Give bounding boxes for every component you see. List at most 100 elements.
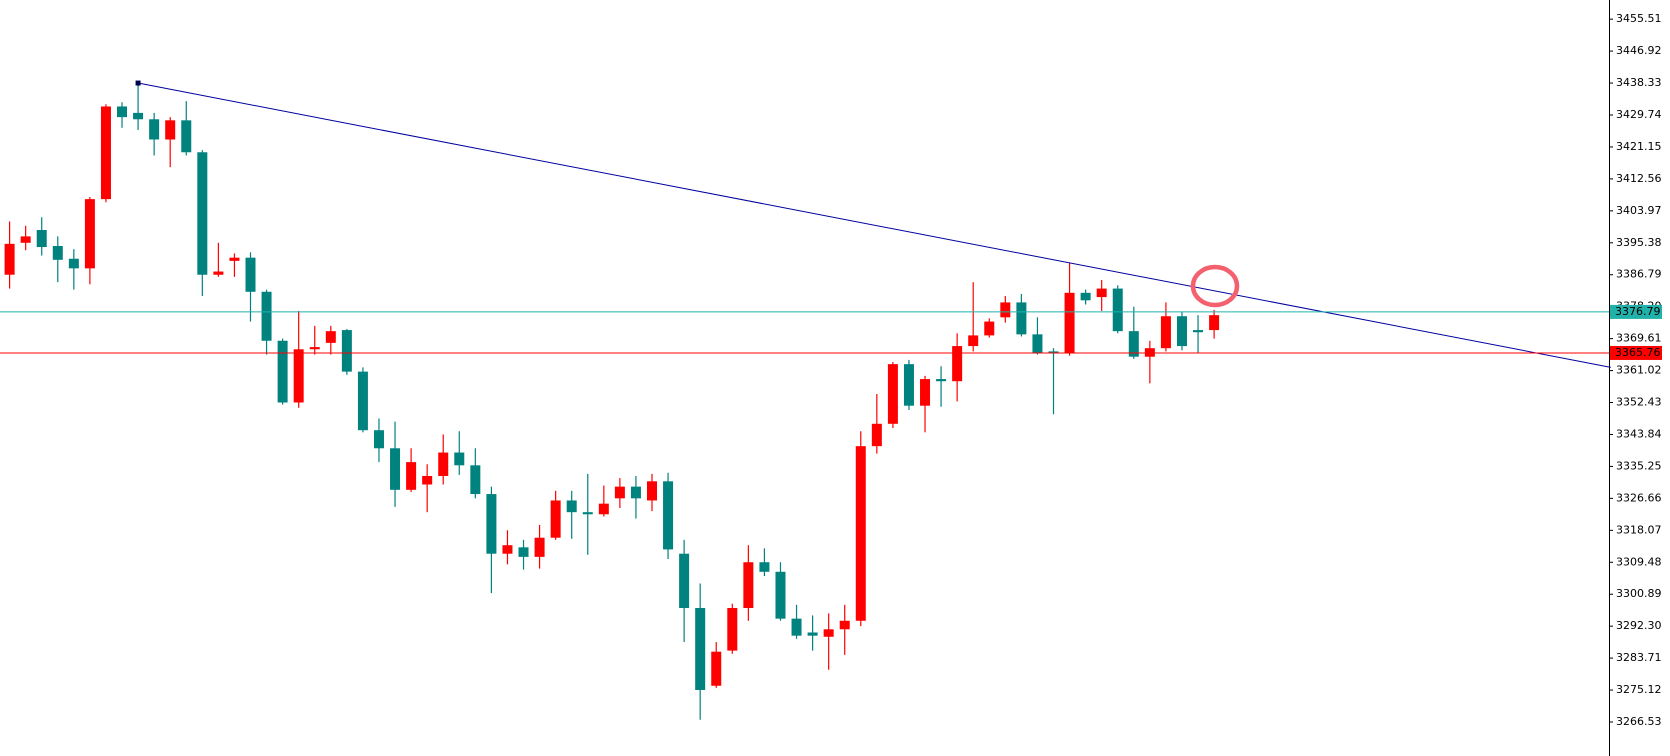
candle-body [213, 271, 224, 275]
candle-body [775, 571, 786, 619]
y-tick-label: 3309.48 [1616, 555, 1662, 568]
candle-body [903, 364, 914, 406]
candle-body [229, 257, 240, 261]
candle-body [823, 629, 834, 637]
candle-body [1016, 302, 1027, 335]
y-tick-label: 3403.97 [1616, 204, 1662, 217]
candle-body [1096, 288, 1107, 298]
candle-body [968, 335, 979, 347]
candle-body [133, 112, 144, 120]
candle-body [1080, 292, 1091, 301]
y-tick-label: 3292.30 [1616, 619, 1662, 632]
candle-body [630, 486, 641, 499]
trendline-anchor [135, 80, 141, 86]
price-label-box [1610, 304, 1662, 319]
candle-body [1209, 315, 1220, 331]
candle-body [1193, 330, 1204, 333]
candle-body [502, 545, 513, 554]
candle-body [518, 547, 529, 557]
candle-body [1032, 334, 1043, 354]
candle-body [855, 446, 866, 621]
candle-body [84, 199, 95, 269]
y-tick-label: 3300.89 [1616, 587, 1662, 600]
candle-body [406, 462, 417, 490]
candle-body [1064, 292, 1075, 354]
candle-body [293, 349, 304, 403]
candle-body [1160, 316, 1171, 349]
candle-body [791, 618, 802, 636]
candle-body [598, 503, 609, 515]
price-label: 3376.79 [1615, 305, 1661, 318]
candle-body [245, 257, 256, 292]
candle-body [1048, 351, 1059, 354]
candle-body [197, 152, 208, 275]
candle-body [534, 537, 545, 557]
candle-body [727, 608, 738, 651]
candle-body [566, 500, 577, 513]
y-tick-label: 3275.12 [1616, 683, 1662, 696]
price-axis: 3455.51 3446.92 3438.33 3429.74 3421.15 3412.… [1609, 12, 1662, 728]
candle-body [165, 120, 176, 140]
candle-body [438, 452, 449, 476]
trendline [137, 82, 1611, 368]
y-tick-label: 3318.07 [1616, 523, 1662, 536]
candle-body [52, 245, 63, 260]
y-tick-label: 3369.61 [1616, 332, 1662, 345]
candle-body [117, 106, 128, 118]
price-label-box [1610, 345, 1662, 360]
y-tick-label: 3266.53 [1616, 715, 1662, 728]
candle-body [20, 236, 31, 243]
candle-body [952, 346, 963, 382]
candle-body [711, 651, 722, 686]
candle-body [4, 243, 15, 275]
y-tick-label: 3326.66 [1616, 491, 1662, 504]
candle-body [68, 258, 79, 269]
candle-body [277, 340, 288, 403]
y-tick-label: 3429.74 [1616, 108, 1662, 121]
candle-body [743, 562, 754, 609]
candle-body [614, 486, 625, 499]
candle-body [871, 423, 882, 447]
y-tick-label: 3446.92 [1616, 44, 1662, 57]
candle-body [373, 430, 384, 449]
y-tick-label: 3283.71 [1616, 651, 1662, 664]
y-tick-label: 3421.15 [1616, 140, 1662, 153]
candle-body [341, 330, 352, 372]
candle-body [695, 608, 706, 690]
candle-body [100, 106, 111, 200]
y-tick-label: 3386.79 [1616, 268, 1662, 281]
candle-body [325, 331, 336, 343]
y-tick-label: 3352.43 [1616, 396, 1662, 409]
candle-body [261, 291, 272, 341]
candle-body [454, 452, 465, 466]
plot-area [0, 80, 1611, 720]
price-label: 3365.76 [1615, 346, 1661, 359]
y-tick-label: 3361.02 [1616, 364, 1662, 377]
candle-body [181, 120, 192, 153]
candle-body [309, 347, 320, 350]
candle-body [582, 512, 593, 515]
candle-body [1176, 316, 1187, 347]
candle-body [647, 481, 657, 501]
candle-body [486, 494, 497, 554]
candle-body [1112, 288, 1123, 332]
candle-body [984, 321, 995, 336]
y-tick-label: 3335.25 [1616, 459, 1662, 472]
candle-body [839, 620, 850, 630]
candle-body [663, 481, 674, 550]
candle-body [807, 632, 818, 636]
candle-body [390, 448, 401, 490]
candle-body [1128, 331, 1139, 357]
y-tick-label: 3412.56 [1616, 172, 1662, 185]
candle-body [422, 475, 433, 485]
candle-body [1144, 348, 1155, 357]
highlight-circle [1190, 264, 1240, 308]
candle-body [679, 553, 690, 609]
candle-body [550, 500, 561, 538]
candle-body [470, 465, 481, 495]
candle-body [920, 379, 931, 406]
candle-body [1000, 302, 1011, 318]
y-tick-label: 3395.38 [1616, 236, 1662, 249]
y-tick-label: 3343.84 [1616, 427, 1662, 440]
